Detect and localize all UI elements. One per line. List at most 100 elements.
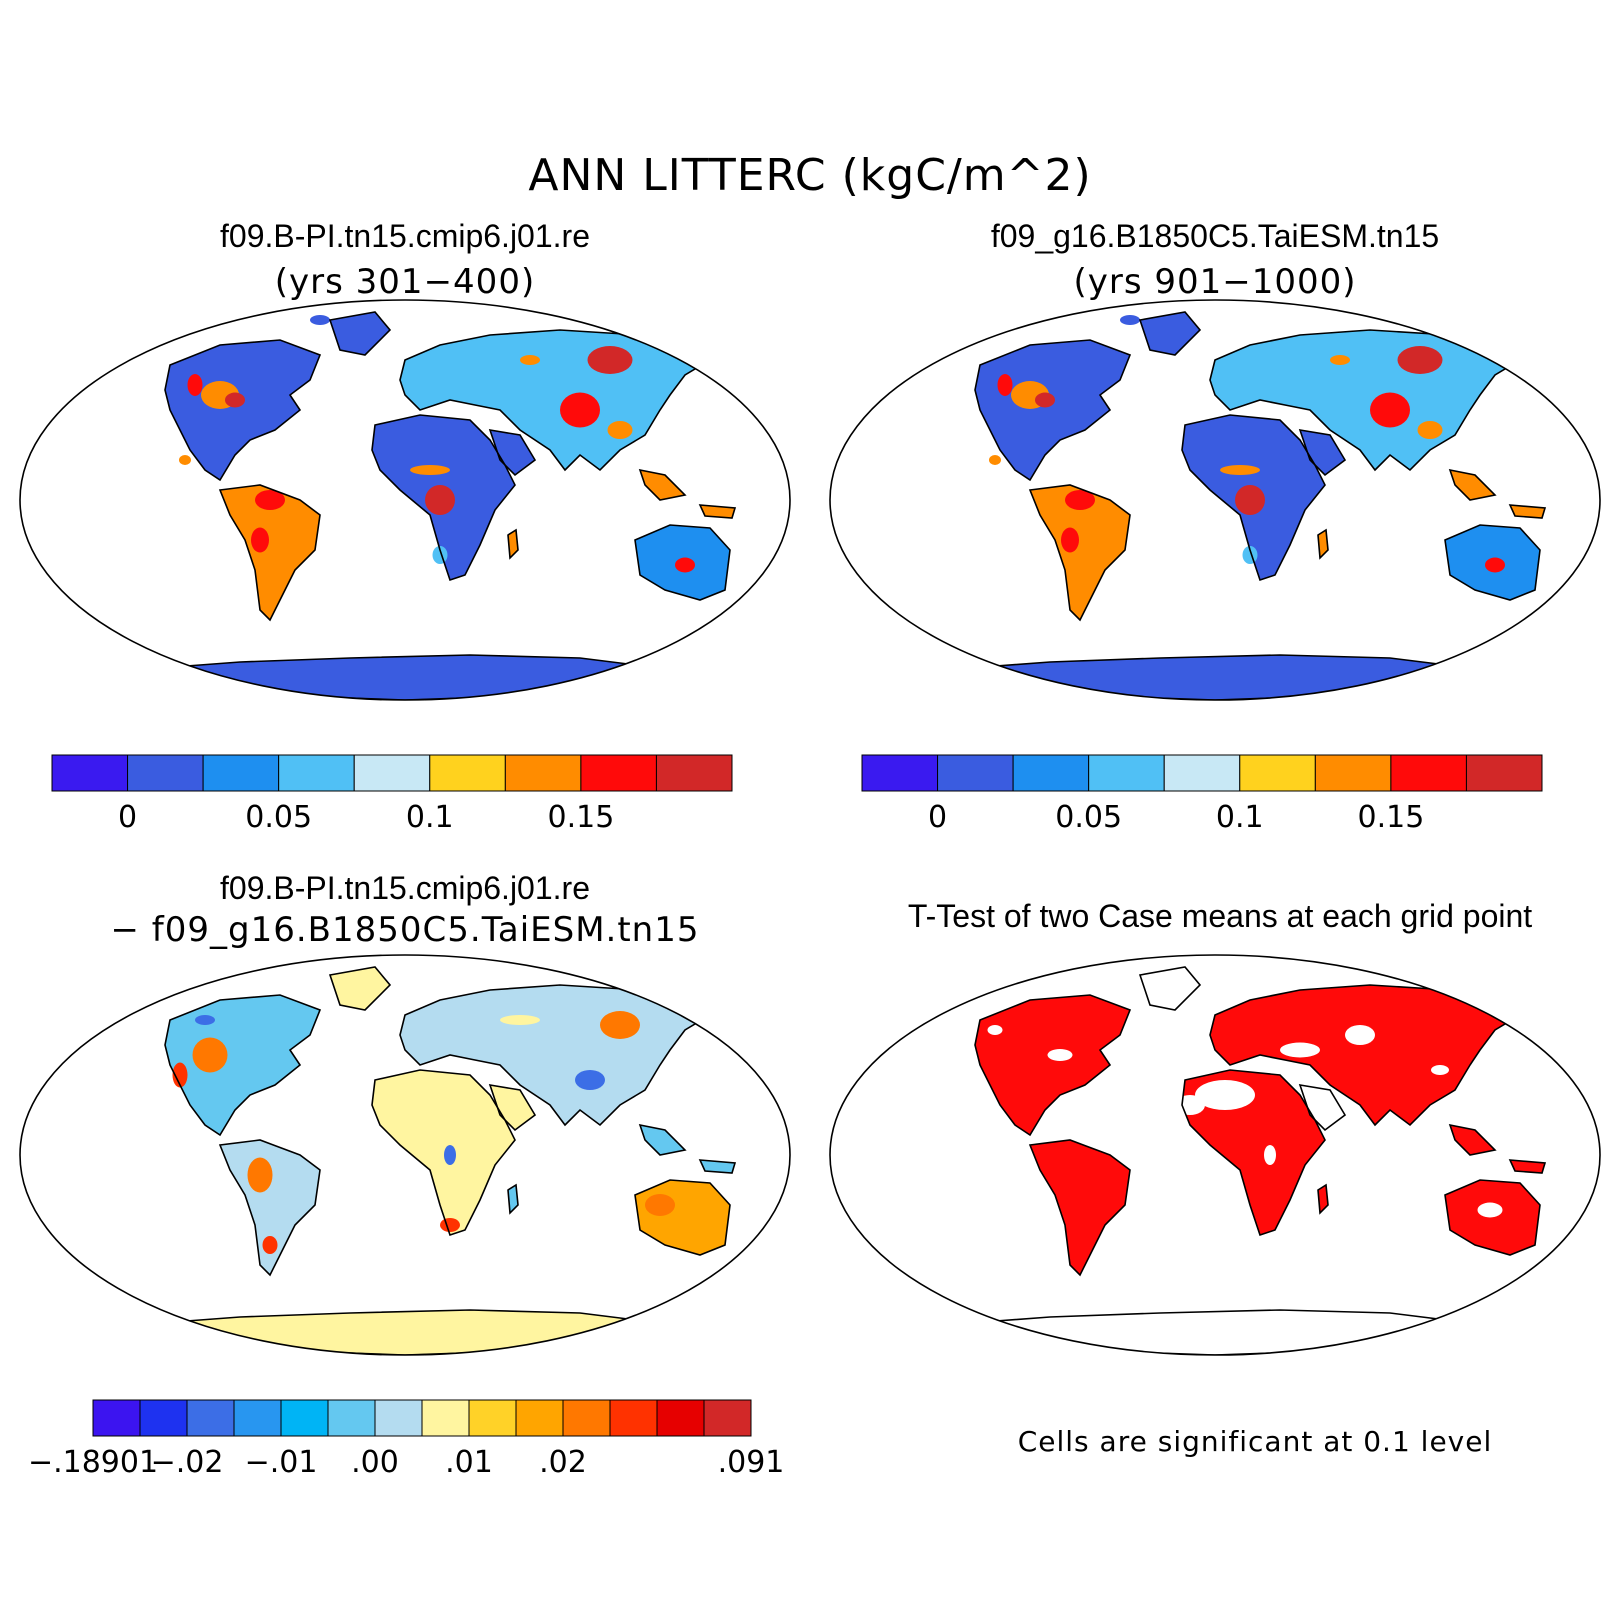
diff-colorbar-tick-label: .02 [539, 1445, 587, 1480]
diff-colorbar-swatch [703, 1399, 752, 1437]
case1-colorbar-tick-label: 0.05 [245, 800, 312, 835]
field-patch [575, 1070, 605, 1090]
diff-colorbar-swatch [468, 1399, 517, 1437]
seAsia-coastline [638, 468, 687, 501]
case2-colorbar-tick-label: 0.05 [1055, 800, 1122, 835]
case2-colorbar-tick-label: 0.1 [1216, 800, 1264, 835]
field-patch [1065, 490, 1095, 510]
diff-colorbar-swatch [92, 1399, 141, 1437]
newGuinea-coastline [698, 504, 737, 519]
africa-coastline [371, 1069, 516, 1237]
diff-map [19, 954, 791, 1356]
madagascar-land [508, 1185, 518, 1213]
africa-coastline [1181, 1069, 1326, 1237]
eurasia-land [400, 330, 710, 470]
map-boundary [19, 954, 791, 1356]
case2-colorbar-swatch [1088, 754, 1165, 792]
case1-colorbar-swatch [353, 754, 431, 792]
case2-map [829, 299, 1601, 701]
case2-subtitle: (yrs 901−1000) [1073, 262, 1357, 302]
nz-coastline [1552, 1238, 1574, 1262]
africa-land [372, 1070, 515, 1235]
field-patch [1477, 1202, 1503, 1218]
nz-land [1554, 585, 1572, 605]
newGuinea-coastline [1508, 504, 1547, 519]
field-patch [600, 1011, 640, 1039]
field-patch [247, 1157, 273, 1193]
australia-coastline [634, 524, 731, 601]
africa-coastline [371, 414, 516, 582]
case1-colorbar-tick-label: 0.15 [547, 800, 614, 835]
southAmerica-land [220, 1140, 320, 1275]
eurasia-land [1210, 985, 1520, 1125]
field-patch [192, 1037, 228, 1073]
case1-colorbar: 0 0.05 0.1 0.15 [51, 754, 733, 835]
australia-coastline [1444, 524, 1541, 601]
madagascar-land [1318, 530, 1328, 558]
field-patch [1235, 485, 1265, 515]
case2-colorbar-swatch [1012, 754, 1090, 792]
diff-colorbar-swatch [280, 1399, 329, 1437]
northAmerica-coastline [164, 339, 322, 482]
case2-title: f09_g16.B1850C5.TaiESM.tn15 [990, 218, 1440, 254]
significance-note: Cells are significant at 0.1 level [1017, 1425, 1493, 1458]
arabia-coastline [1298, 428, 1347, 477]
northAmerica-land [975, 995, 1130, 1135]
seAsia-land [1450, 470, 1495, 500]
newGuinea-coastline [698, 1159, 737, 1174]
madagascar-coastline [507, 528, 519, 560]
nz-coastline [742, 583, 764, 607]
field-patch [195, 1015, 215, 1025]
field-patch [422, 1087, 458, 1103]
case1-colorbar-swatch [429, 754, 506, 792]
main-title: ANN LITTERC (kgC/m^2) [528, 150, 1092, 201]
seAsia-coastline [1448, 468, 1497, 501]
field-patch [1345, 1025, 1375, 1045]
case1-colorbar-swatch [655, 754, 733, 792]
field-patch [1120, 315, 1140, 325]
greenland-coastline [1138, 311, 1202, 356]
field-patch [520, 355, 540, 365]
diff-colorbar-tick-label: .091 [718, 1445, 785, 1480]
case1-subtitle: (yrs 301−400) [274, 262, 536, 302]
newGuinea-land [700, 505, 735, 518]
northAmerica-land [165, 340, 320, 480]
case2-colorbar-swatch [1239, 754, 1316, 792]
nz-coastline [1552, 583, 1574, 607]
nz-land [1554, 1240, 1572, 1260]
field-patch [262, 1236, 278, 1254]
seAsia-coastline [1448, 1123, 1497, 1156]
diff-colorbar-tick-label: −.02 [151, 1445, 224, 1480]
seAsia-land [640, 1125, 685, 1155]
field-patch [225, 392, 245, 408]
diff-colorbar-swatch [327, 1399, 376, 1437]
arabia-coastline [488, 1083, 537, 1132]
diff-colorbar-swatch [139, 1399, 188, 1437]
newGuinea-land [1510, 505, 1545, 518]
case2-colorbar-swatch [1390, 754, 1467, 792]
seAsia-land [1450, 1125, 1495, 1155]
newGuinea-land [700, 1160, 735, 1173]
case1-colorbar-tick-label: 0.1 [406, 800, 454, 835]
diff-colorbar-swatch [421, 1399, 470, 1437]
field-patch [444, 1145, 456, 1165]
field-patch [1370, 392, 1410, 428]
newGuinea-land [1510, 1160, 1545, 1173]
diff-colorbar-swatch [233, 1399, 282, 1437]
field-patch [179, 455, 191, 465]
madagascar-land [1318, 1185, 1328, 1213]
madagascar-coastline [507, 1183, 519, 1215]
australia-coastline [634, 1179, 731, 1256]
field-patch [675, 557, 695, 573]
field-patch [1175, 1095, 1205, 1115]
greenland-coastline [328, 966, 392, 1011]
field-patch [310, 315, 330, 325]
madagascar-coastline [1317, 1183, 1329, 1215]
case2-colorbar-swatch [937, 754, 1014, 792]
field-patch [425, 485, 455, 515]
ttest-map [829, 954, 1601, 1356]
seAsia-land [640, 470, 685, 500]
field-patch [1035, 392, 1055, 408]
case2-colorbar-tick-label: 0 [928, 800, 947, 835]
field-patch [607, 421, 633, 439]
